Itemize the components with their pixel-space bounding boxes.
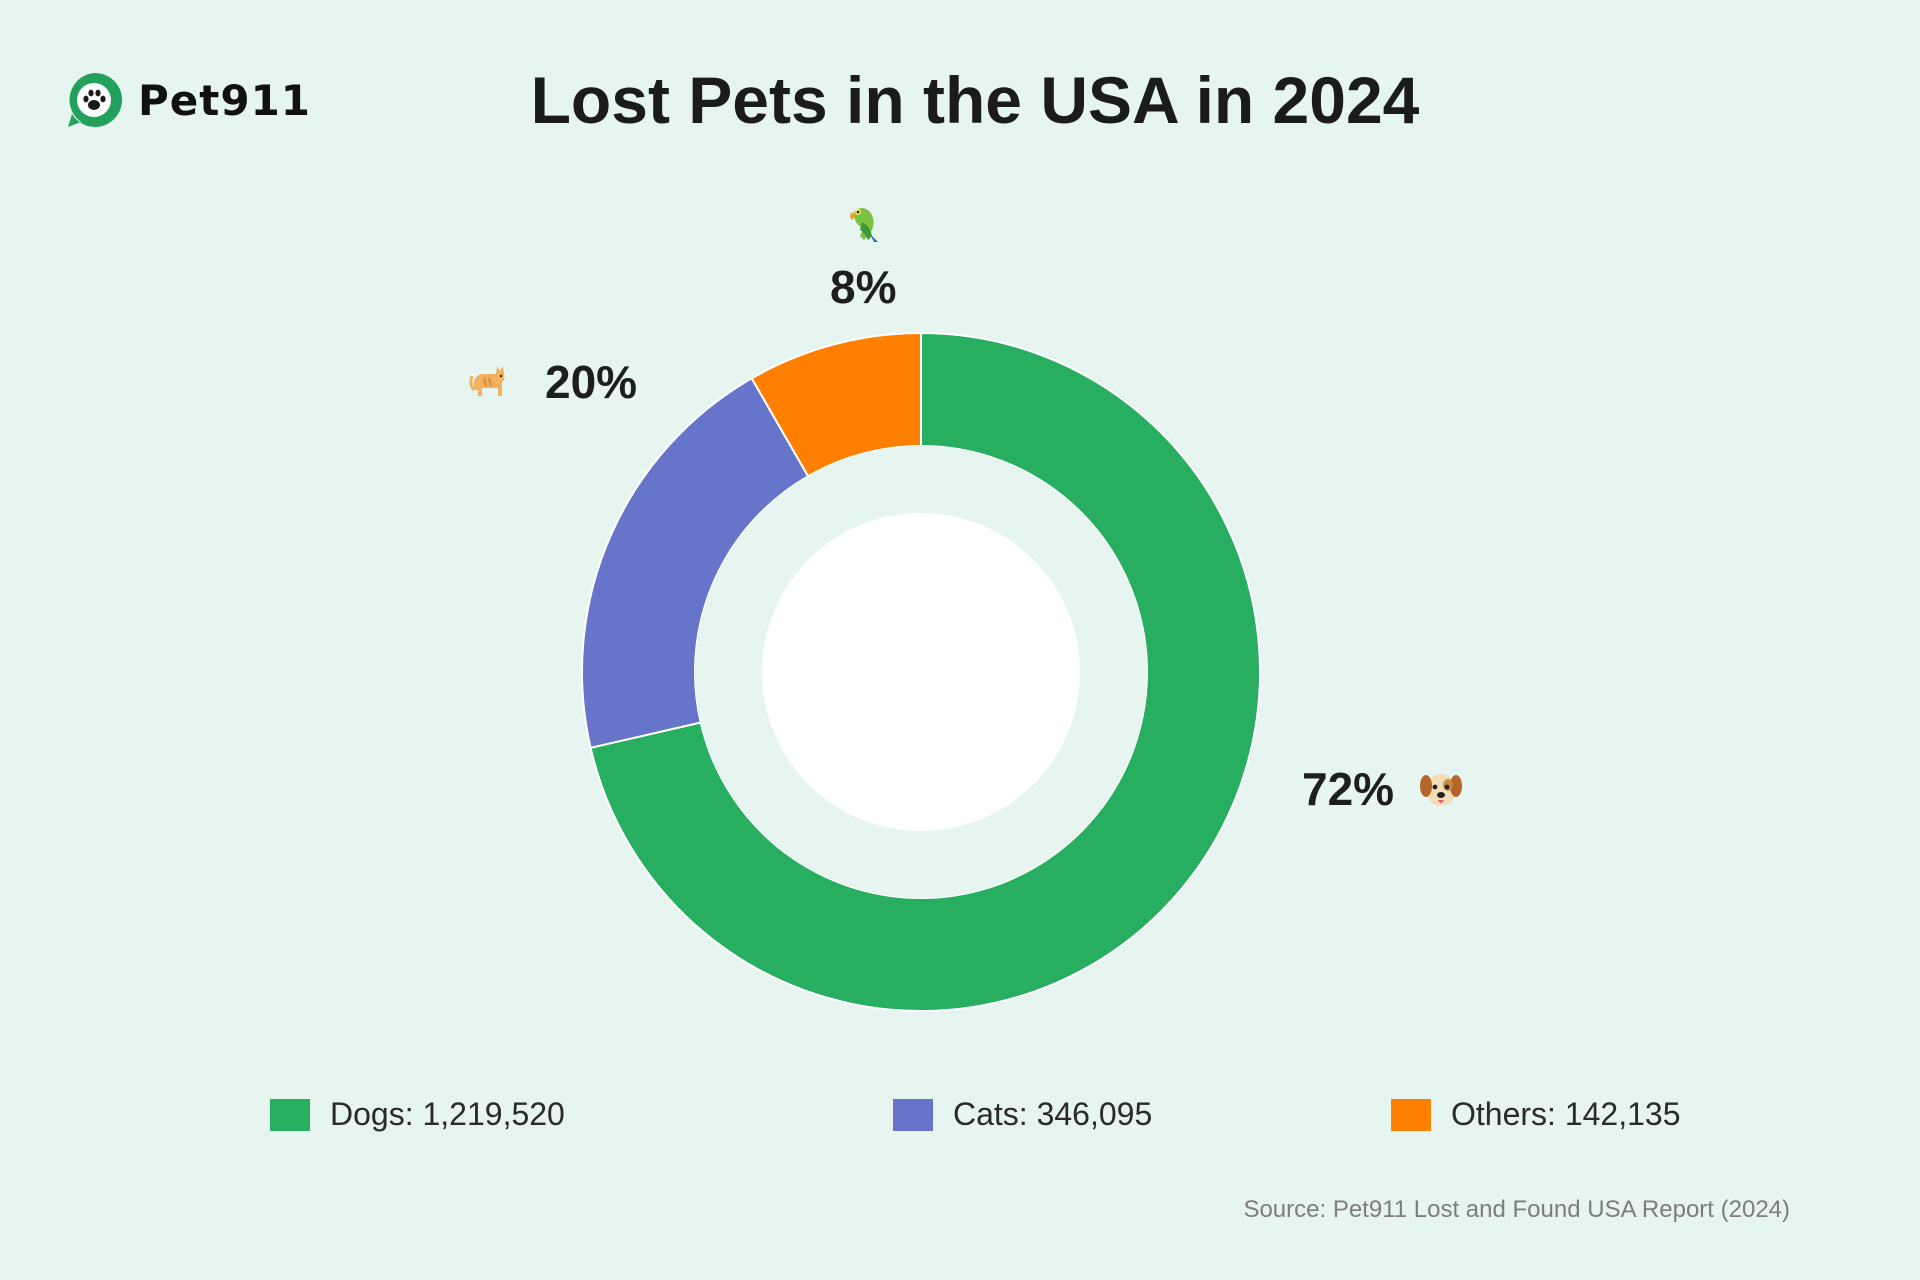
legend-swatch-others	[1391, 1098, 1431, 1131]
dog-face-icon	[1420, 774, 1462, 806]
cat-icon	[469, 366, 505, 396]
legend-swatch-cats	[893, 1098, 933, 1131]
legend-item-others: Others: 142,135	[1391, 1096, 1680, 1133]
legend-label-others: Others: 142,135	[1451, 1096, 1681, 1132]
chart-title: Lost Pets in the USA in 2024	[530, 63, 1420, 137]
brand-logo: Pet911	[64, 70, 311, 130]
parrot-icon	[850, 208, 878, 242]
paw-location-icon	[68, 72, 123, 127]
brand-name: Pet911	[138, 75, 312, 125]
slice-label-cats: 20%	[545, 356, 638, 408]
slice-label-others: 8%	[830, 261, 897, 313]
source-note: Source: Pet911 Lost and Found USA Report…	[1243, 1196, 1790, 1223]
slice-label-dogs: 72%	[1302, 763, 1395, 815]
donut-center	[762, 513, 1080, 831]
legend-item-dogs: Dogs: 1,219,520	[270, 1096, 565, 1133]
legend-label-cats: Cats: 346,095	[953, 1096, 1153, 1132]
legend-item-cats: Cats: 346,095	[893, 1096, 1152, 1133]
legend-swatch-dogs	[270, 1098, 310, 1131]
legend-label-dogs: Dogs: 1,219,520	[330, 1096, 565, 1132]
